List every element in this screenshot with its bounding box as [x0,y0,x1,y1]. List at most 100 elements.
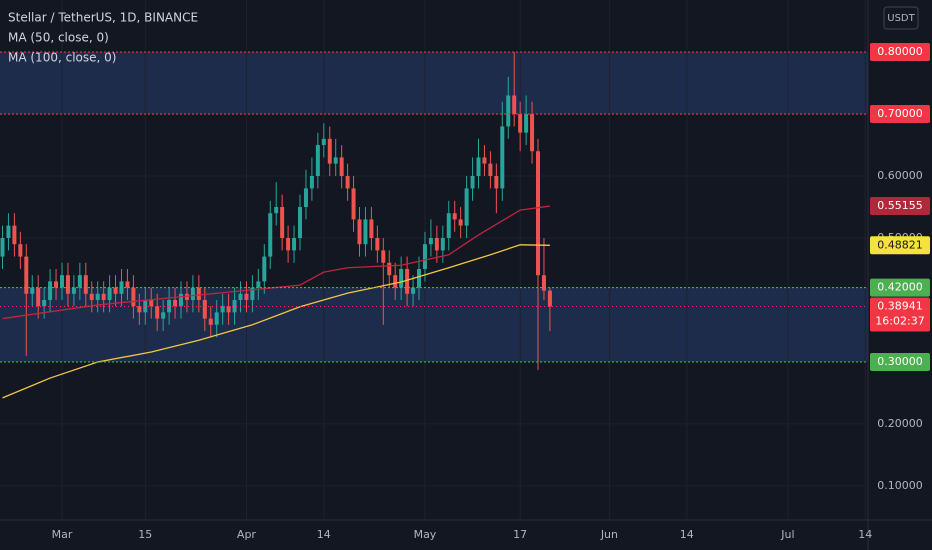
x-tick-label: 14 [680,528,694,541]
candle-body [24,256,29,294]
candle-body [476,157,481,177]
candle-body [345,176,350,189]
candle-body [363,219,368,245]
candle-body [268,213,273,257]
candle-body [167,299,172,313]
candle-body [107,287,112,300]
level-label: 0.80000 [877,45,923,58]
candle-body [30,287,35,294]
candle-body [541,275,546,291]
candle-body [369,219,374,238]
candle-body [220,306,225,313]
level-badge [870,278,930,297]
candle-body [327,138,332,164]
candle-body [149,299,154,307]
candle-body [315,145,320,177]
candle-body [244,293,249,300]
candle-body [184,293,189,300]
level-badge [870,352,930,371]
candle-body [226,306,231,313]
zone [0,52,868,115]
level-label: 0.30000 [877,355,923,368]
x-tick-label: 14 [317,528,331,541]
candle-body [143,299,148,313]
candle-body [536,151,541,276]
candle-body [71,287,76,294]
candle-body [333,157,338,164]
candle-body [54,281,59,288]
candle-body [131,287,136,307]
candle-body [518,114,523,133]
candle-body [422,244,427,269]
candle-body [77,275,82,288]
candle-body [202,299,207,319]
candle-body [411,287,416,294]
y-tick-label: 0.20000 [877,417,923,430]
candle-body [101,293,106,300]
x-tick-label: Mar [52,528,73,541]
candle-body [464,188,469,226]
last-price-badge [870,297,930,332]
candle-body [446,213,451,238]
candle-body [452,213,457,220]
currency-label[interactable]: USDT [887,13,915,24]
candle-body [18,244,23,257]
last-price-label: 0.38941 [877,300,923,313]
x-tick-label: Jul [780,528,794,541]
chart-title: Stellar / TetherUS, 1D, BINANCE [8,11,198,25]
candle-body [500,126,505,189]
countdown-label: 16:02:37 [875,315,924,328]
candle-body [179,293,184,307]
candle-body [458,219,463,226]
candle-body [434,237,439,251]
candle-body [357,219,362,245]
candle-body [417,268,422,288]
candle-body [65,275,70,294]
level-badge [870,43,930,62]
x-tick-label: 15 [138,528,152,541]
currency-button[interactable] [883,6,919,30]
candle-body [89,293,94,300]
candle-body [512,95,517,115]
level-badge [870,105,930,124]
candle-body [95,293,100,300]
candle-body [524,114,529,133]
candle-body [399,268,404,288]
candle-body [12,225,17,245]
candle-body [0,237,5,257]
candle-body [309,176,314,189]
candle-body [262,256,267,282]
legend-entry: MA (50, close, 0) [8,31,109,45]
x-tick-label: 17 [513,528,527,541]
candle-body [375,237,380,251]
candle-body [506,95,511,127]
candle-body [125,281,130,288]
overlay-labels: 0.100000.200000.500000.60000Mar15Apr14Ma… [52,43,930,541]
candle-body [48,281,53,300]
y-tick-label: 0.10000 [877,479,923,492]
candle-body [137,306,142,313]
candle-body [381,250,386,263]
candle-body [393,275,398,288]
candle-body [214,312,219,325]
candle-body [488,163,493,177]
candle-body [196,287,201,300]
x-tick-label: 14 [858,528,872,541]
candle-body [42,299,47,307]
ma-line [2,205,550,320]
x-tick-label: May [414,528,437,541]
candle-body [440,237,445,251]
candle-body [161,312,166,319]
candle-body [190,287,195,300]
candle-body [494,176,499,189]
x-tick-label: Jun [600,528,618,541]
legend-entry: MA (100, close, 0) [8,51,116,65]
candle-body [351,188,356,220]
candle-body [173,299,178,307]
candle-body [60,275,64,288]
ma-badge [870,197,930,216]
ma-value-label: 0.48821 [877,238,923,251]
ma-badge [870,236,930,255]
zone [0,287,868,362]
